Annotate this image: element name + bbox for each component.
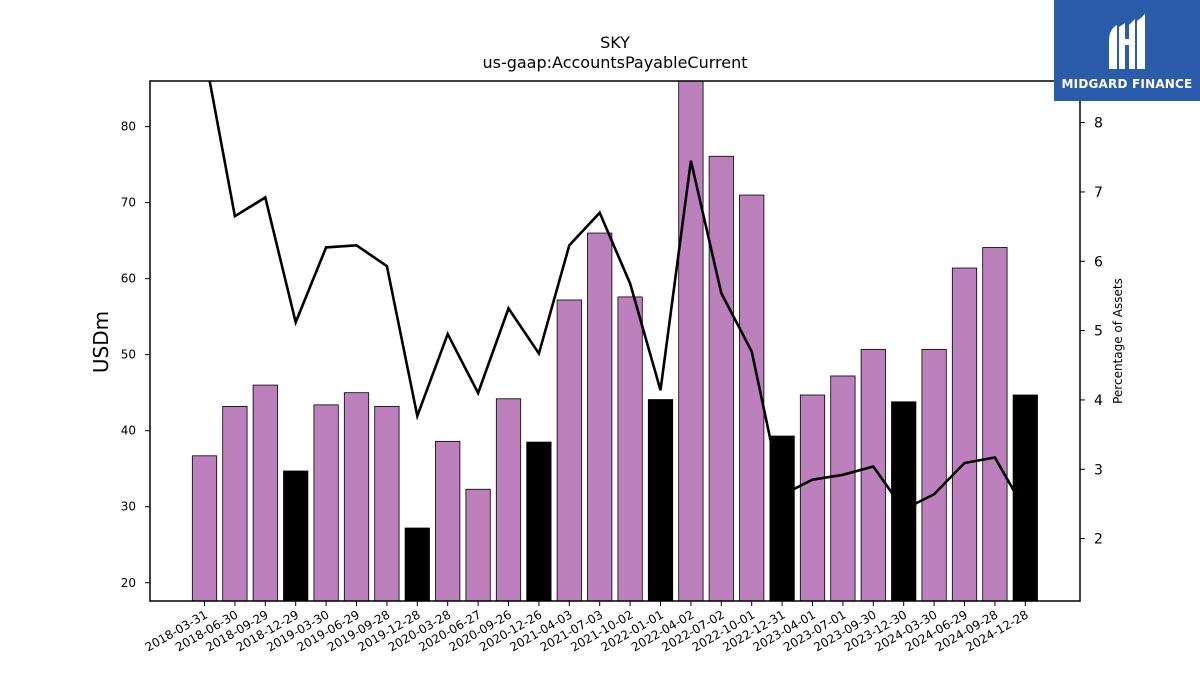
bar-2024-06-29 — [951, 267, 978, 601]
y-tick-label-50: 50 — [121, 348, 136, 362]
y-axis-left: 20 30 40 50 60 70 80 — [121, 120, 150, 590]
y2-tick-label-2: 2 — [1094, 532, 1103, 548]
y-tick-label-30: 30 — [121, 500, 136, 514]
bar-2021-04-03 — [556, 299, 582, 601]
bar-2021-10-02 — [617, 296, 643, 601]
bar-2022-07-02 — [708, 155, 734, 601]
y2-tick-label-7: 7 — [1094, 185, 1103, 201]
bar-2019-06-29 — [343, 392, 370, 601]
plot-frame — [149, 80, 1081, 602]
bar-2019-03-30 — [313, 404, 339, 601]
y-tick-label-70: 70 — [121, 196, 136, 210]
y-axis-right: 2 3 4 5 6 7 8 — [1080, 116, 1103, 548]
chart-title: SKY — [600, 33, 630, 52]
y-tick-label-20: 20 — [121, 576, 136, 590]
bar-2021-07-03 — [587, 232, 613, 601]
bar-2020-12-26 — [526, 441, 552, 601]
bar-2024-03-30 — [921, 348, 947, 601]
bar-2022-01-01 — [647, 399, 674, 601]
y2-tick-label-3: 3 — [1094, 462, 1103, 478]
bar-2022-12-31 — [769, 435, 795, 601]
percentage-line — [208, 81, 1027, 512]
bar-2019-09-28 — [374, 405, 400, 601]
y2-tick-label-6: 6 — [1094, 254, 1103, 270]
bar-2023-07-01 — [830, 375, 856, 601]
y-tick-label-60: 60 — [121, 272, 136, 286]
logo-text: MIDGARD FINANCE — [1061, 76, 1193, 91]
y-tick-label-40: 40 — [121, 424, 136, 438]
line-group — [208, 81, 1027, 512]
bar-2020-06-27 — [465, 488, 491, 601]
y2-tick-label-4: 4 — [1094, 393, 1103, 409]
y-axis-label-left: USDm — [89, 311, 113, 373]
bar-2023-12-30 — [891, 401, 917, 601]
bar-2020-09-26 — [495, 398, 522, 601]
bar-2018-09-29 — [252, 384, 278, 601]
logo: MIDGARD FINANCE — [1054, 0, 1200, 101]
chart-subtitle: us-gaap:AccountsPayableCurrent — [482, 53, 747, 72]
bar-2018-06-30 — [222, 405, 248, 601]
y2-tick-label-8: 8 — [1094, 116, 1103, 132]
logo-mark-icon — [1109, 12, 1145, 69]
bar-2018-03-31 — [191, 455, 218, 601]
bar-2020-03-28 — [435, 440, 461, 601]
y2-tick-label-5: 5 — [1094, 324, 1103, 340]
bar-2024-09-28 — [982, 247, 1008, 601]
bar-2019-12-28 — [404, 527, 430, 601]
y-tick-label-80: 80 — [121, 120, 136, 134]
bar-group — [191, 81, 1038, 601]
bar-2018-12-29 — [283, 470, 309, 601]
bar-2023-09-30 — [860, 348, 886, 601]
x-axis: 2018-03-312018-06-302018-09-292018-12-29… — [143, 601, 1031, 654]
bar-2022-10-01 — [739, 194, 765, 601]
y-axis-label-right: Percentage of Assets — [1111, 278, 1125, 404]
bar-2022-04-02 — [678, 81, 704, 601]
bar-2023-04-01 — [799, 394, 826, 601]
